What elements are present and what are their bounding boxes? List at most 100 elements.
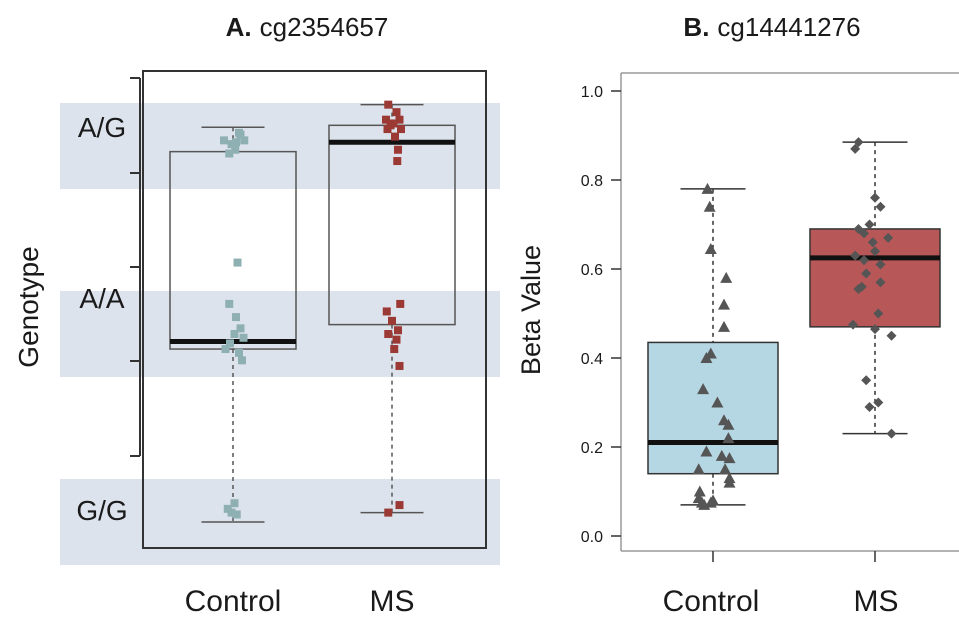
panel-b-x-label-ms: MS — [854, 585, 899, 617]
box-ms-box — [809, 228, 941, 328]
data-point-control — [723, 476, 736, 488]
data-point-ms — [867, 237, 878, 248]
data-point-ms — [386, 121, 395, 130]
data-point-control — [230, 330, 239, 338]
data-point-ms — [384, 100, 393, 109]
data-point-ms — [870, 192, 880, 203]
data-point-control — [227, 508, 236, 517]
panel-a-x-label-ms: MS — [370, 585, 415, 617]
panel-b-title: B. cg14441276 — [683, 12, 860, 42]
panel-b-y-axis: 0.0 0.2 0.4 0.6 0.8 1.0 — [581, 84, 621, 546]
genotype-label-gg: G/G — [76, 495, 127, 526]
data-point-ms — [861, 375, 872, 386]
data-point-ms — [870, 324, 880, 335]
data-point-ms — [864, 401, 875, 412]
panel-a-points — [220, 100, 405, 519]
data-point-ms — [886, 428, 897, 439]
panel-a-letter: A. — [226, 12, 252, 42]
data-point-control — [232, 313, 240, 322]
data-point-control — [239, 333, 248, 342]
data-point-control — [225, 149, 234, 158]
data-point-control — [700, 352, 713, 363]
data-point-control — [236, 324, 245, 333]
data-point-ms — [395, 115, 404, 124]
y-tick-label: 0.2 — [581, 440, 603, 457]
data-point-ms — [396, 299, 405, 308]
data-point-ms — [390, 345, 399, 354]
panel-a-x-label-control: Control — [185, 585, 282, 617]
data-point-control — [722, 432, 735, 444]
data-point-control — [718, 320, 730, 332]
box-control-box — [647, 341, 779, 475]
y-tick-label: 0.6 — [581, 262, 603, 279]
data-point-control — [230, 499, 239, 508]
panel-a-y-axis-label: Genotype — [13, 246, 44, 367]
data-point-ms — [870, 246, 880, 257]
data-point-ms — [397, 125, 405, 134]
panel-b-points — [692, 137, 897, 510]
data-point-control — [720, 271, 733, 283]
panel-b-probe: cg14441276 — [717, 12, 860, 42]
y-tick-label: 0.4 — [581, 351, 603, 368]
panel-a-title: A. cg2354657 — [226, 12, 389, 42]
data-point-ms — [850, 250, 861, 261]
data-point-ms — [883, 232, 894, 243]
data-point-control — [707, 494, 719, 506]
data-point-ms — [861, 268, 872, 279]
y-tick-label: 1.0 — [581, 84, 603, 101]
panel-a-probe: cg2354657 — [260, 12, 389, 42]
data-point-ms — [382, 307, 391, 316]
data-point-control — [232, 138, 240, 147]
data-point-control — [718, 298, 730, 310]
data-point-ms — [384, 508, 393, 517]
data-point-control — [240, 136, 249, 145]
data-point-control — [719, 463, 732, 475]
genotype-band-aa — [60, 291, 500, 377]
y-tick-label: 0.8 — [581, 173, 603, 190]
panel-b-letter: B. — [683, 12, 709, 42]
genotype-label-ag: A/G — [78, 112, 126, 143]
data-point-ms — [853, 284, 864, 295]
data-point-ms — [875, 277, 886, 288]
data-point-control — [693, 485, 706, 497]
data-point-ms — [392, 335, 401, 344]
data-point-control — [225, 299, 234, 308]
data-point-ms — [859, 228, 869, 239]
panel-b-x-label-control: Control — [663, 585, 760, 617]
data-point-control — [722, 418, 735, 430]
data-point-ms — [859, 255, 869, 266]
data-point-ms — [395, 361, 404, 370]
data-point-control — [715, 449, 728, 461]
data-point-control — [701, 182, 714, 194]
genotype-label-aa: A/A — [79, 283, 124, 314]
genotype-bands — [60, 103, 500, 565]
data-point-ms — [394, 326, 402, 335]
panel-b-y-axis-label: Beta Value — [516, 245, 546, 375]
data-point-ms — [394, 145, 402, 154]
data-point-ms — [886, 330, 897, 341]
data-point-control — [723, 452, 736, 464]
data-point-ms — [388, 316, 396, 325]
panel-a: A. cg2354657 G/G A/A A/G Genotype Control… — [13, 12, 500, 617]
data-point-ms — [393, 157, 402, 166]
data-point-ms — [391, 132, 399, 141]
genotype-band-ag — [60, 103, 500, 189]
genotype-band-gg — [60, 479, 500, 565]
data-point-control — [231, 145, 240, 154]
data-point-ms — [875, 259, 886, 270]
data-point-control — [235, 348, 243, 357]
data-point-ms — [875, 201, 886, 212]
data-point-control — [238, 356, 246, 365]
data-point-control — [221, 345, 230, 354]
data-point-control — [692, 463, 705, 475]
panel-b: B. cg14441276 0.0 0.2 0.4 0.6 0.8 1.0 Beta Val… — [516, 12, 959, 617]
data-point-control — [227, 140, 236, 149]
y-tick-label: 0.0 — [581, 529, 603, 546]
data-point-control — [704, 242, 717, 254]
data-point-control — [232, 510, 241, 519]
data-point-control — [226, 339, 234, 348]
data-point-control — [236, 130, 245, 139]
data-point-control — [703, 200, 716, 212]
data-point-control — [697, 383, 710, 395]
